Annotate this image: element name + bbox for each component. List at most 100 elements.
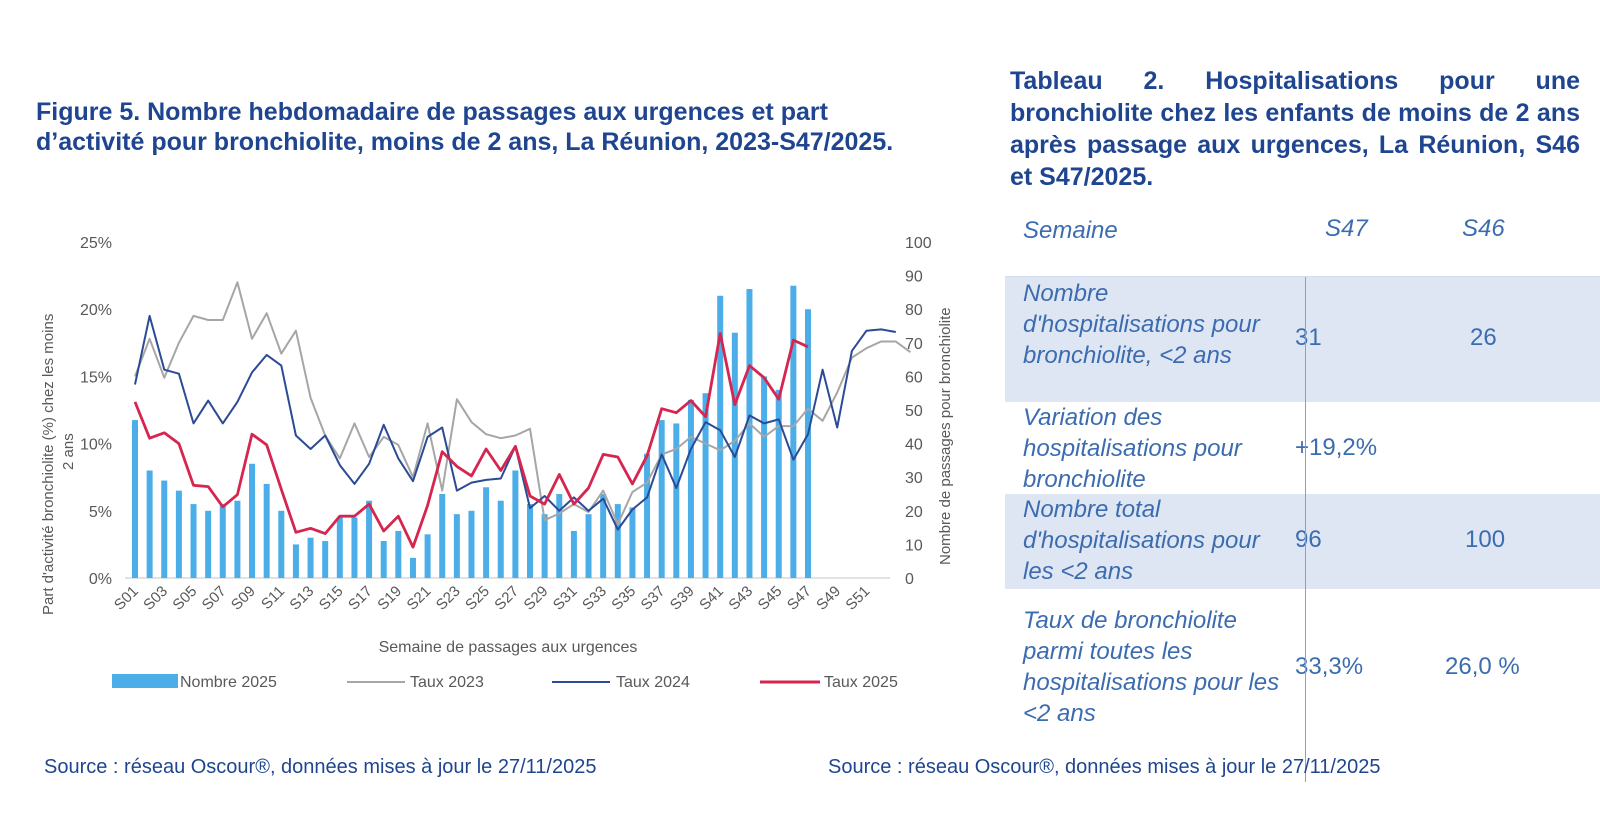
figure-title: Figure 5. Nombre hebdomadaire de passage…: [36, 98, 894, 156]
right-tick-label: 30: [905, 470, 923, 487]
bar-nombre-2025: [556, 494, 563, 578]
x-tick-label: S31: [550, 583, 581, 614]
table-title: Tableau 2. Hospitalisations pour une bro…: [1010, 67, 1580, 191]
bar-nombre-2025: [629, 507, 636, 578]
right-axis-title: Nombre de passages pour bronchiolite: [937, 307, 954, 565]
row-label: Nombre d'hospitalisations pour bronchiol…: [1023, 280, 1260, 369]
bar-nombre-2025: [190, 504, 197, 578]
header-s46: S46: [1462, 215, 1505, 242]
bar-nombre-2025: [497, 500, 504, 578]
bar-nombre-2025: [380, 541, 387, 578]
bar-nombre-2025: [746, 289, 753, 578]
x-tick-label: S23: [433, 583, 464, 614]
bar-nombre-2025: [702, 393, 709, 578]
bar-nombre-2025: [570, 530, 577, 578]
x-tick-label: S39: [667, 583, 698, 614]
table-source: Source : réseau Oscour®, données mises à…: [828, 756, 1381, 778]
bar-nombre-2025: [761, 376, 768, 578]
bar-nombre-2025: [658, 420, 665, 578]
legend-label: Nombre 2025: [180, 674, 277, 691]
bar-nombre-2025: [234, 500, 241, 578]
legend-label: Taux 2025: [824, 674, 898, 691]
x-tick-label: S37: [638, 583, 669, 614]
row-value-s47: +19,2%: [1295, 434, 1378, 461]
right-tick-label: 10: [905, 537, 923, 554]
bar-nombre-2025: [541, 514, 548, 578]
x-tick-label: S17: [345, 583, 376, 614]
legend-swatch-nombre-2025: [112, 674, 178, 688]
bar-nombre-2025: [249, 463, 256, 578]
x-tick-label: S19: [374, 583, 405, 614]
bar-nombre-2025: [585, 514, 592, 578]
x-tick-label: S29: [521, 583, 552, 614]
row-value-s47: 31: [1295, 324, 1322, 351]
x-tick-label: S47: [784, 583, 815, 614]
bar-nombre-2025: [395, 530, 402, 578]
bar-nombre-2025: [161, 480, 168, 578]
table-header-row: Semaine S47 S46: [1005, 215, 1600, 255]
x-tick-label: S07: [199, 583, 230, 614]
bar-nombre-2025: [644, 453, 651, 578]
bar-nombre-2025: [775, 389, 782, 578]
right-tick-label: 80: [905, 302, 923, 319]
left-tick-label: 0%: [89, 571, 112, 588]
bar-nombre-2025: [175, 490, 182, 578]
left-tick-label: 15%: [80, 369, 112, 386]
bar-nombre-2025: [146, 470, 153, 578]
right-tick-label: 0: [905, 571, 914, 588]
row-value-s47: 96: [1295, 526, 1322, 553]
bar-nombre-2025: [307, 537, 314, 578]
x-axis-title: Semaine de passages aux urgences: [379, 639, 638, 656]
bar-nombre-2025: [263, 483, 270, 578]
x-tick-label: S41: [696, 583, 727, 614]
bar-nombre-2025: [614, 504, 621, 578]
x-tick-label: S27: [491, 583, 522, 614]
table-row: Nombre total d'hospitalisations pour les…: [1005, 494, 1600, 589]
row-value-s46: 26,0 %: [1445, 653, 1520, 680]
right-tick-label: 60: [905, 369, 923, 386]
x-tick-label: S25: [462, 583, 493, 614]
row-value-s46: 26: [1470, 324, 1497, 351]
right-tick-label: 90: [905, 269, 923, 286]
x-tick-label: S43: [725, 583, 756, 614]
bar-nombre-2025: [336, 517, 343, 578]
x-tick-label: S45: [755, 583, 786, 614]
bar-nombre-2025: [439, 494, 446, 578]
bar-nombre-2025: [278, 510, 285, 578]
x-tick-label: S13: [286, 583, 317, 614]
x-tick-label: S11: [258, 583, 288, 613]
left-axis-title-line2: 2 ans: [60, 433, 77, 470]
chart: 0% 5% 10% 15% 20% 25% 0 10 20 30 40 50 60 70 80 90 100 Pa…: [40, 235, 954, 691]
x-tick-label: S01: [111, 583, 142, 614]
figure-source: Source : réseau Oscour®, données mises à…: [44, 756, 597, 778]
table-row: Nombre d'hospitalisations pour bronchiol…: [1005, 277, 1600, 402]
bar-nombre-2025: [366, 500, 373, 578]
x-tick-label: S05: [169, 583, 200, 614]
legend-label: Taux 2023: [410, 674, 484, 691]
x-tick-label: S51: [842, 583, 873, 614]
bar-nombre-2025: [468, 510, 475, 578]
bar-nombre-2025: [790, 285, 797, 578]
left-tick-label: 10%: [80, 437, 112, 454]
bar-nombre-2025: [132, 420, 138, 578]
table-row: Variation des hospitalisations pour bron…: [1005, 402, 1600, 494]
x-tick-label: S09: [228, 583, 259, 614]
bar-nombre-2025: [409, 557, 416, 578]
line-taux-2025: [133, 332, 809, 549]
right-tick-label: 100: [905, 235, 932, 252]
bar-nombre-2025: [453, 514, 460, 578]
x-tick-label: S15: [316, 583, 347, 614]
x-tick-label: S35: [608, 583, 639, 614]
header-s47: S47: [1325, 215, 1368, 242]
bar-nombre-2025: [424, 534, 431, 578]
table-row: Taux de bronchiolite parmi toutes les ho…: [1005, 589, 1600, 739]
row-value-s46: 100: [1465, 526, 1506, 553]
bar-nombre-2025: [600, 494, 607, 578]
bar-nombre-2025: [483, 487, 490, 578]
bar-nombre-2025: [322, 541, 329, 578]
bar-nombre-2025: [512, 470, 519, 578]
x-tick-label: S49: [813, 583, 844, 614]
right-tick-label: 50: [905, 403, 923, 420]
column-divider: [1305, 277, 1306, 782]
left-tick-label: 5%: [89, 504, 112, 521]
